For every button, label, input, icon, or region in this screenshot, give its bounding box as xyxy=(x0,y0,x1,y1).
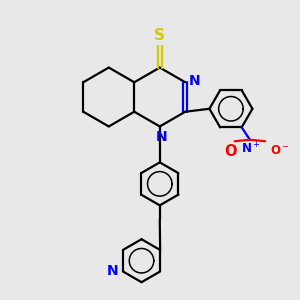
Text: O$^-$: O$^-$ xyxy=(270,144,290,157)
Text: N$^+$: N$^+$ xyxy=(241,141,260,156)
Text: N: N xyxy=(107,264,119,278)
Text: N: N xyxy=(155,130,167,144)
Text: N: N xyxy=(189,74,201,88)
Text: O: O xyxy=(224,144,237,159)
Text: S: S xyxy=(154,28,165,43)
